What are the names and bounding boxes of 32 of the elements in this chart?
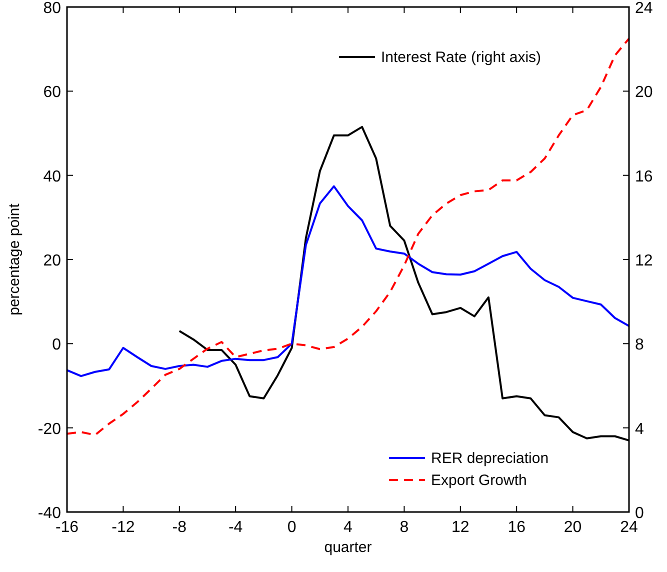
y2-tick-label: 24 [635,0,653,17]
x-tick-label: 20 [564,519,582,536]
y-tick-label: -20 [38,420,62,438]
x-tick-label: 8 [400,519,409,536]
y-tick-label: -40 [38,505,62,522]
y2-tick-label: 4 [635,420,644,438]
y-tick-label: 20 [43,252,62,270]
line-series [66,185,630,378]
y2-tick-label: 20 [635,84,653,102]
x-tick-label: -4 [228,519,243,536]
y-tick-label: 60 [43,84,62,102]
y2-tick-label: 8 [635,336,644,354]
y2-tick-label: 16 [635,168,653,186]
legend-label: Interest Rate (right axis) [381,49,542,66]
y-axis-title: percentage point [6,202,23,316]
x-tick-label: -16 [55,519,79,536]
x-axis-title: quarter [324,539,372,556]
x-tick-label: 4 [344,519,353,536]
x-tick-label: 12 [452,519,470,536]
x-tick-label: -12 [112,519,135,536]
y-tick-label: 0 [52,336,62,354]
legend-label: RER depreciation [431,450,549,467]
legend-label: Export Growth [431,472,527,489]
x-tick-label: 24 [620,519,638,536]
x-tick-label: 16 [508,519,526,536]
y2-tick-label: 12 [635,252,653,270]
x-tick-label: -8 [172,519,187,536]
line-series [66,38,630,436]
y2-tick-label: 0 [635,505,644,522]
y-tick-label: 40 [43,168,62,186]
x-tick-label: 0 [287,519,296,536]
y-tick-label: 80 [43,0,62,17]
